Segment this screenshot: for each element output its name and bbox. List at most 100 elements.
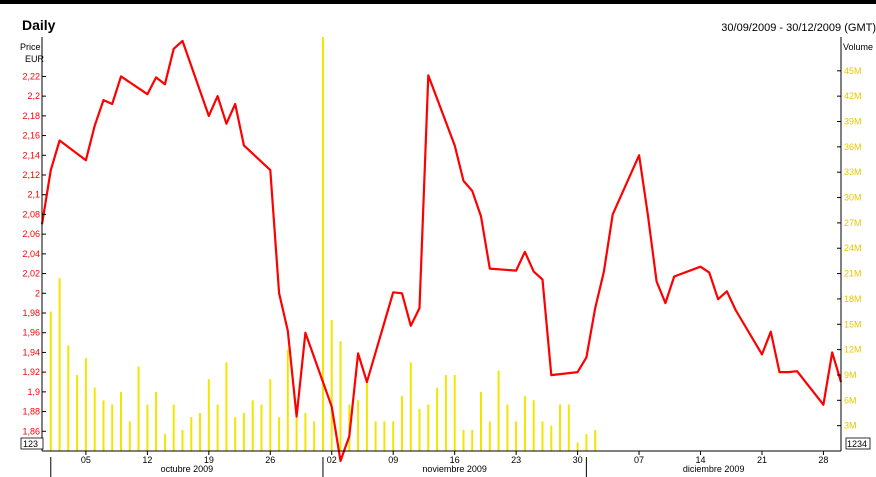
volume-bar — [594, 429, 597, 451]
volume-bar — [286, 349, 289, 451]
right-tick-label: 6M — [844, 395, 857, 405]
left-tick-label: 1,92 — [22, 367, 40, 377]
volume-bar — [330, 320, 333, 451]
volume-bar — [436, 387, 439, 451]
right-tick-label: 18M — [844, 294, 862, 304]
left-tick-label: 2,12 — [22, 170, 40, 180]
volume-bar — [313, 421, 316, 451]
volume-bar — [58, 277, 61, 451]
volume-bar — [357, 400, 360, 451]
volume-bar — [304, 413, 307, 451]
volume-bar — [462, 429, 465, 451]
volume-bar — [418, 408, 421, 451]
top-border — [0, 0, 876, 4]
x-tick-label: 19 — [204, 455, 214, 465]
corner-box-right — [845, 437, 871, 450]
right-tick-label: 36M — [844, 142, 862, 152]
volume-bar — [374, 421, 377, 451]
volume-bar — [278, 417, 281, 451]
price-line-layer — [40, 39, 843, 462]
volume-bar — [260, 404, 263, 451]
volume-bar — [172, 404, 175, 451]
x-axis: 05 12 19 26 02 09 16 23 30 07 14 21 28 octubre 2009 no… — [50, 451, 828, 477]
x-tick-label: 09 — [388, 455, 398, 465]
volume-bar — [199, 413, 201, 451]
volume-bar — [365, 379, 368, 451]
volume-bar — [102, 400, 105, 451]
volume-bar — [541, 421, 544, 451]
x-tick-label: 14 — [696, 455, 706, 465]
right-tick-label: 27M — [844, 218, 862, 228]
left-tick-label: 2,16 — [22, 131, 40, 141]
volume-bar — [392, 421, 395, 451]
x-tick-label: 30 — [573, 455, 583, 465]
volume-bar — [567, 404, 570, 451]
left-tick-label: 1,86 — [22, 426, 40, 436]
volume-bar — [480, 391, 482, 451]
corner-label-right: 1234 — [847, 439, 867, 449]
volume-bar — [444, 375, 447, 451]
left-tick-label: 1,94 — [22, 347, 40, 357]
volume-bar — [76, 375, 79, 451]
volume-bar — [84, 358, 87, 451]
volume-bar — [234, 417, 237, 451]
x-tick-label: 12 — [142, 455, 152, 465]
right-tick-label: 33M — [844, 167, 862, 177]
x-tick-label: 26 — [265, 455, 275, 465]
left-tick-label: 2 — [35, 288, 40, 298]
corner-box-left — [20, 437, 44, 450]
volume-bar — [339, 341, 342, 451]
month-label: diciembre 2009 — [683, 464, 745, 474]
date-range-label: 30/09/2009 - 30/12/2009 (GMT) — [721, 22, 876, 34]
volume-bar — [120, 391, 122, 451]
left-tick-label: 2,14 — [22, 150, 40, 160]
volume-bar — [409, 362, 412, 451]
left-axis-unit: EUR — [25, 54, 45, 64]
month-label: noviembre 2009 — [422, 464, 487, 474]
volume-bar — [383, 421, 386, 451]
left-tick-label: 2,2 — [27, 91, 40, 101]
volume-bar — [190, 417, 193, 451]
volume-bar — [523, 396, 526, 451]
left-tick-label: 2,04 — [22, 249, 40, 259]
right-tick-label: 39M — [844, 116, 862, 126]
volume-bar — [515, 421, 518, 451]
right-tick-label: 42M — [844, 91, 862, 101]
right-tick-label: 9M — [844, 370, 857, 380]
x-tick-label: 02 — [327, 455, 337, 465]
volume-bar — [49, 311, 52, 451]
left-tick-label: 1,9 — [27, 387, 40, 397]
volume-bar — [506, 404, 509, 451]
volume-bar — [163, 434, 166, 451]
volume-bar — [207, 379, 210, 451]
volume-bar — [471, 429, 474, 451]
volume-bar — [93, 387, 96, 451]
volume-bar — [550, 425, 553, 451]
volume-bar — [216, 404, 219, 451]
volume-bar — [559, 404, 561, 451]
left-tick-label: 1,88 — [22, 407, 40, 417]
left-axis-title: Price — [20, 42, 41, 52]
volume-bar — [427, 404, 430, 451]
volume-bars — [49, 37, 597, 451]
volume-bar — [251, 400, 254, 451]
left-tick-label: 1,98 — [22, 308, 40, 318]
volume-bar — [137, 366, 140, 451]
volume-bar — [322, 37, 324, 451]
right-tick-label: 12M — [844, 345, 862, 355]
right-tick-label: 30M — [844, 193, 862, 203]
volume-bar — [585, 434, 588, 451]
volume-bar — [155, 391, 158, 451]
volume-bar — [401, 396, 403, 451]
left-tick-label: 2,02 — [22, 269, 40, 279]
x-tick-label: 16 — [450, 455, 460, 465]
volume-bar — [242, 413, 245, 451]
right-tick-label: 15M — [844, 319, 862, 329]
volume-bar — [67, 345, 70, 451]
left-tick-label: 2,18 — [22, 111, 40, 121]
month-label: octubre 2009 — [161, 464, 214, 474]
x-tick-label: 28 — [818, 455, 828, 465]
x-tick-label: 07 — [634, 455, 644, 465]
left-tick-label: 2,22 — [22, 71, 40, 81]
